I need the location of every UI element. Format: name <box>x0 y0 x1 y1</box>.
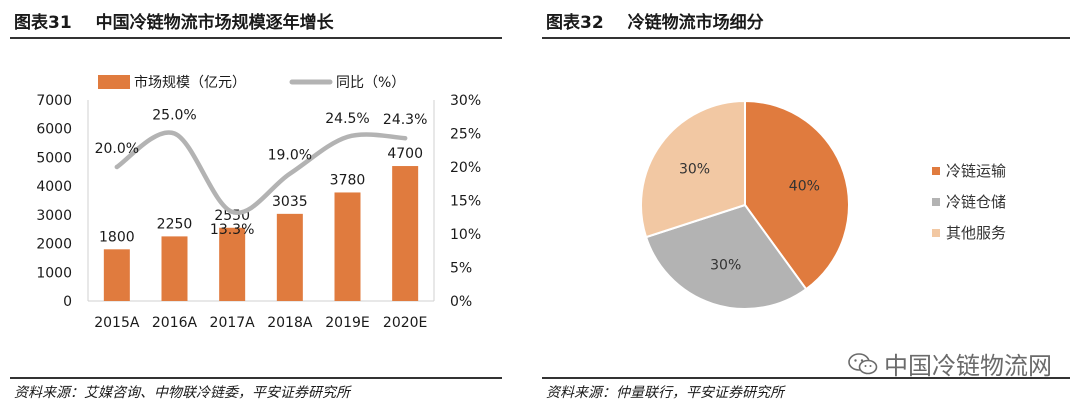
y2-tick-label: 10% <box>450 227 481 243</box>
bar <box>276 213 303 301</box>
bar <box>334 192 361 301</box>
figure-31-heading: 中国冷链物流市场规模逐年增长 <box>95 13 334 33</box>
bar-data-label: 3780 <box>330 172 366 188</box>
bar-data-label: 4700 <box>387 146 423 162</box>
figure-31-panel: 图表31 中国冷链物流市场规模逐年增长 市场规模（亿元） 同比（%） 0 1000 200… <box>0 0 512 412</box>
y2-tick-label: 5% <box>450 261 472 277</box>
x-tick-label: 2017A <box>210 315 256 331</box>
pie-slice <box>744 99 850 291</box>
line-data-label: 24.5% <box>325 111 369 127</box>
bar <box>161 236 188 301</box>
x-tick-label: 2020E <box>383 315 427 331</box>
figure-31-top-rule <box>10 37 502 39</box>
x-tick-label: 2015A <box>94 315 140 331</box>
y2-tick-label: 0% <box>450 294 472 310</box>
line-data-label: 24.3% <box>383 112 427 128</box>
pie-legend-swatch <box>932 229 940 237</box>
figure-31-bottom-rule <box>10 377 502 379</box>
pie-legend-swatch <box>932 198 940 206</box>
figure-32-bottom-rule <box>542 377 1070 379</box>
y-tick-label: 5000 <box>36 150 72 166</box>
pie-slice-label: 40% <box>789 179 820 195</box>
bar <box>392 166 419 301</box>
x-tick-label: 2019E <box>325 315 369 331</box>
x-tick-label: 2018A <box>267 315 313 331</box>
pie-slice-label: 30% <box>679 161 710 177</box>
pie-legend-label: 其他服务 <box>946 224 1006 242</box>
line-data-label: 19.0% <box>268 148 312 164</box>
yoy-growth-line <box>114 130 408 215</box>
y-tick-label: 6000 <box>36 122 72 138</box>
figure-32-number: 图表32 <box>546 13 604 33</box>
pie-legend-label: 冷链运输 <box>946 162 1006 180</box>
y-tick-label: 3000 <box>36 208 72 224</box>
y-tick-label: 7000 <box>36 93 72 109</box>
figure-32-top-rule <box>542 37 1070 39</box>
figure-31-source: 资料来源：艾媒咨询、中物联冷链委，平安证券研究所 <box>14 385 350 401</box>
pie-slice <box>640 99 746 239</box>
line-data-label: 20.0% <box>95 141 139 157</box>
y-tick-label: 0 <box>63 294 72 310</box>
watermark: 中国冷链物流网 <box>848 346 1052 381</box>
figure-32-source: 资料来源：仲量联行，平安证券研究所 <box>546 385 784 401</box>
bar <box>219 227 246 301</box>
y2-tick-label: 20% <box>450 160 481 176</box>
y-tick-label: 2000 <box>36 237 72 253</box>
y2-tick-label: 15% <box>450 194 481 210</box>
watermark-text: 中国冷链物流网 <box>884 352 1052 380</box>
figure-32-title: 图表32 冷链物流市场细分 <box>546 8 764 34</box>
figure-32-panel: 图表32 冷链物流市场细分 40% 30% 30% 冷链运输冷链仓储其他服务 资料来源：… <box>532 0 1080 412</box>
y2-tick-label: 30% <box>450 93 481 109</box>
legend-line-label: 同比（%） <box>336 75 405 91</box>
pie-legend-label: 冷链仓储 <box>946 193 1006 211</box>
x-tick-label: 2016A <box>152 315 198 331</box>
market-size-combo-chart: 市场规模（亿元） 同比（%） 0 1000 2000 3000 4000 5000 6000 70… <box>36 74 481 331</box>
pie-legend-swatch <box>932 167 940 175</box>
bar-data-label: 1800 <box>99 229 135 245</box>
line-data-label: 13.3% <box>210 222 254 238</box>
figure-31-title: 图表31 中国冷链物流市场规模逐年增长 <box>14 8 334 34</box>
line-data-label: 25.0% <box>152 108 196 124</box>
y-tick-label: 1000 <box>36 265 72 281</box>
y2-tick-label: 25% <box>450 127 481 143</box>
pie-slice-label: 30% <box>710 257 741 273</box>
bar-data-label: 2250 <box>157 216 193 232</box>
y-tick-label: 4000 <box>36 179 72 195</box>
legend-bar-label: 市场规模（亿元） <box>134 74 246 91</box>
figure-32-heading: 冷链物流市场细分 <box>627 13 764 33</box>
legend-bar-swatch <box>98 75 130 89</box>
bar <box>103 249 130 301</box>
wechat-icon <box>848 352 878 374</box>
figure-31-number: 图表31 <box>14 13 72 33</box>
pie-slice <box>644 203 808 310</box>
bar-data-label: 3035 <box>272 194 308 210</box>
